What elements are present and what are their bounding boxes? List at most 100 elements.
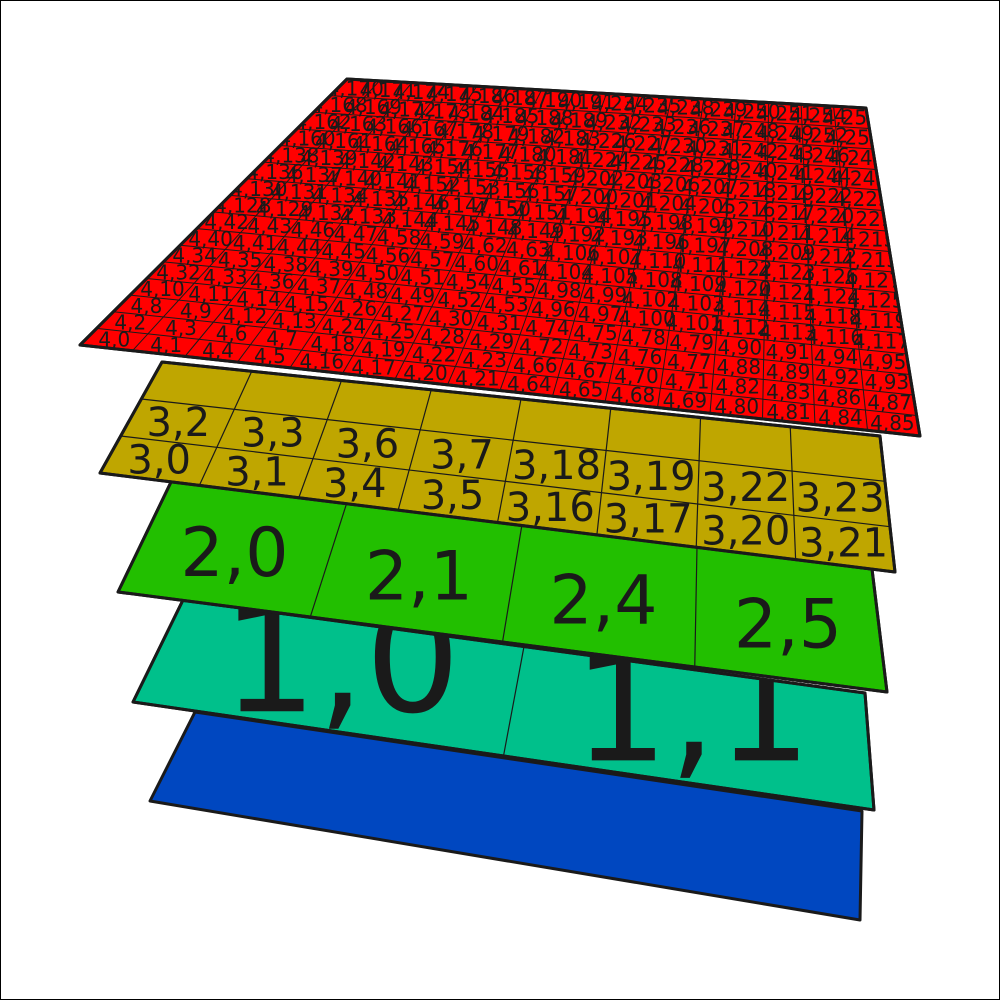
tile-label: 4,146 [393, 190, 450, 214]
tile-label: 4,106 [543, 241, 600, 265]
tile-label: 4,226 [579, 129, 636, 153]
tile-label: 4,144 [381, 208, 438, 232]
tile-label: 4,134 [311, 184, 368, 208]
tile-label: 4,230 [650, 134, 707, 158]
tile-label: 4,165 [389, 135, 446, 159]
grid-line [789, 426, 797, 560]
tile-label: 4,66 [513, 353, 558, 377]
grid-line [196, 228, 897, 293]
tile-label: 3,4 [323, 461, 387, 507]
tile-label: 4,195 [595, 207, 652, 231]
tile-label: 4,181 [536, 145, 593, 169]
layer-0-plane [148, 710, 864, 922]
tile-label: 4,220 [797, 204, 854, 228]
tile-label: 4,227 [615, 132, 672, 156]
tile-label: 4,205 [679, 195, 736, 219]
tile-label: 4,46 [291, 218, 336, 242]
tile-label: 4,115 [759, 300, 816, 324]
tile-label: 4,124 [803, 285, 860, 309]
tile-label: 3,17 [604, 497, 693, 543]
tile-label: 4,103 [668, 292, 725, 316]
tile-label: 4,119 [850, 309, 907, 333]
tile-label: 4,45 [321, 239, 366, 263]
tile-label: 4,25 [371, 319, 416, 343]
tile-label: 3,16 [506, 485, 595, 531]
tile-label: 4,156 [482, 179, 539, 203]
tile-label: 4,154 [415, 155, 472, 179]
tile-label: 4,98 [537, 279, 582, 303]
tile-label: 4,158 [491, 161, 548, 185]
tile-label: 4,51 [400, 266, 445, 290]
tile-label: 4,153 [443, 176, 500, 200]
tile-label: 4,157 [522, 182, 579, 206]
tile-label: 4,199 [677, 214, 734, 238]
tile-label: 4,47 [334, 222, 379, 246]
layer-1-grid [502, 646, 525, 757]
grid-line [309, 502, 348, 618]
tile-label: 4,243 [757, 141, 814, 165]
tile-label: 4,201 [600, 188, 657, 212]
tile-label: 4,97 [578, 302, 623, 326]
layer-1-outline [131, 598, 876, 812]
tile-label: 4,74 [525, 316, 570, 340]
tile-label: 4,101 [665, 311, 722, 335]
tile-label: 4,75 [573, 321, 618, 345]
tile-label: 4,13 [272, 309, 317, 333]
tile-label: 4,57 [410, 248, 455, 272]
tile-label: 4,22 [412, 343, 457, 367]
tile-label: 4,72 [519, 335, 564, 359]
tile-label: 4,129 [256, 197, 313, 221]
grid-line [330, 95, 870, 129]
tile-label: 4,236 [654, 115, 711, 139]
tile-label: 4,49 [391, 284, 436, 308]
tile-label: 4,53 [484, 293, 529, 317]
tile-label: 4,91 [766, 340, 811, 364]
grid-line [596, 408, 612, 535]
tile-label: 4,110 [629, 249, 686, 273]
tile-label: 4,126 [801, 264, 858, 288]
tile-label: 4,131 [271, 180, 328, 204]
tile-label: 4,249 [757, 121, 814, 145]
grid-line [397, 389, 432, 511]
tile-label: 4,204 [640, 192, 697, 216]
tile-label: 4,246 [792, 144, 849, 168]
tile-label: 4,224 [573, 148, 630, 172]
grid-line [246, 178, 887, 232]
tile-label: 4,177 [462, 140, 519, 164]
tile-label: 4,151 [514, 201, 571, 225]
tile-label: 4,79 [669, 331, 714, 355]
tile-label: 4,43 [248, 214, 293, 238]
tile-label: 4,137 [286, 163, 343, 187]
tile-label: 4,142 [338, 149, 395, 173]
tile-label: 4,87 [867, 391, 912, 415]
tile-label: 4,78 [621, 326, 666, 350]
tile-label: 3,3 [241, 411, 305, 457]
tile-label: 3,6 [336, 422, 400, 468]
tile-label: 4,217 [758, 201, 815, 225]
tile-label: 4,52 [437, 288, 482, 312]
tile-label: 4,167 [401, 117, 458, 141]
grid-line [198, 370, 253, 486]
tile-label: 4,149 [507, 219, 564, 243]
grid-line [496, 398, 522, 523]
tile-label: 4,189 [551, 108, 608, 132]
tile-label: 4,140 [325, 166, 382, 190]
tile-label: 4,228 [647, 153, 704, 177]
tile-label: 4,58 [377, 226, 422, 250]
tile-label: 4,120 [714, 276, 771, 300]
tile-label: 4,206 [643, 172, 700, 196]
tile-label: 4,71 [665, 369, 710, 393]
grid-line [230, 194, 890, 252]
tile-label: 4,19 [361, 337, 406, 361]
tile-label: 4,212 [800, 244, 857, 268]
tile-label: 4,194 [555, 204, 612, 228]
tile-label: 4,139 [300, 146, 357, 170]
grid-line [695, 417, 702, 548]
tile-label: 4,188 [516, 106, 573, 130]
tile-label: 4,179 [472, 122, 529, 146]
tile-label: 4,86 [817, 385, 862, 409]
tile-label: 4,241 [757, 161, 814, 185]
grid-line [213, 211, 894, 273]
tile-label: 4,172 [379, 97, 436, 121]
